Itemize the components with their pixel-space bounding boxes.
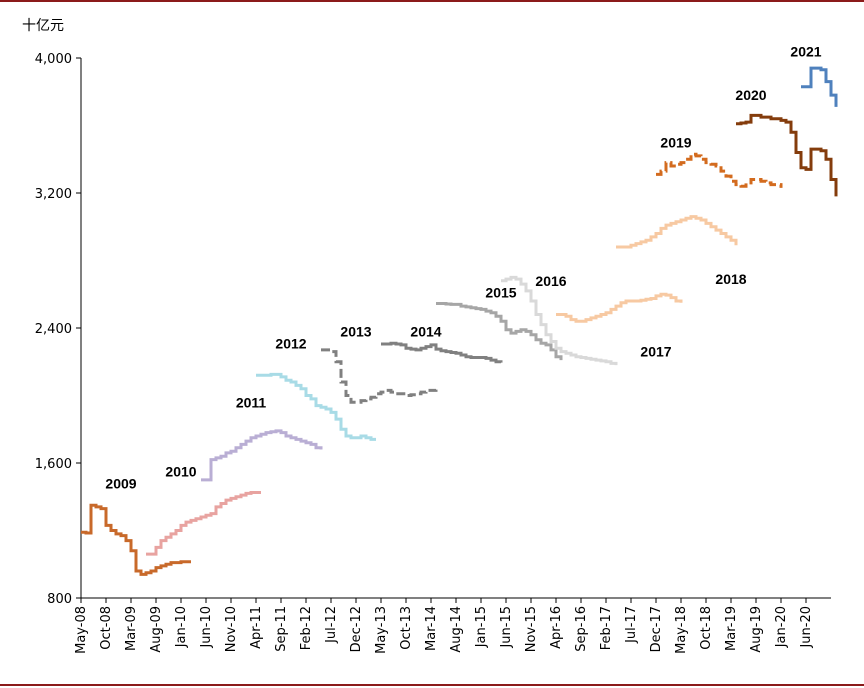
series-line-2017 xyxy=(556,292,683,323)
x-tick-label: Jul-17 xyxy=(624,606,639,644)
series-label-2018: 2018 xyxy=(715,271,746,287)
series-label-2009: 2009 xyxy=(105,475,136,491)
x-tick-label: Jan-10 xyxy=(174,606,189,648)
series-label-2013: 2013 xyxy=(340,323,371,339)
x-tick-label: Jan-20 xyxy=(774,606,789,648)
x-tick-label: Feb-12 xyxy=(299,606,314,650)
y-tick-label: 2,400 xyxy=(35,322,72,337)
series-line-2021 xyxy=(801,66,838,107)
x-tick-label: Dec-12 xyxy=(349,606,364,652)
series-line-2020 xyxy=(736,113,838,197)
x-tick-label: Jul-12 xyxy=(324,606,339,644)
series-line-2012 xyxy=(256,372,376,441)
x-tick-label: May-13 xyxy=(374,606,389,654)
x-tick-label: Apr-16 xyxy=(549,606,564,649)
series-labels: 2009 2010 2011 2012 2013 2014 2015 2016 2017 2018… xyxy=(105,43,821,491)
y-unit-label: 十亿元 xyxy=(22,18,64,34)
series-line-2015 xyxy=(436,302,563,361)
x-tick-label: Jan-15 xyxy=(474,606,489,648)
series-lines xyxy=(81,66,838,576)
x-tick-label: Aug-09 xyxy=(149,606,164,653)
series-label-2019: 2019 xyxy=(660,134,691,150)
series-line-2009 xyxy=(81,503,191,576)
series-label-2012: 2012 xyxy=(275,335,306,351)
series-label-2016: 2016 xyxy=(535,273,566,289)
series-label-2015: 2015 xyxy=(485,285,516,301)
x-tick-label: Aug-14 xyxy=(449,606,464,653)
series-line-2014 xyxy=(381,341,503,364)
x-tick-label: Nov-10 xyxy=(224,606,239,652)
series-line-2010 xyxy=(146,491,261,556)
x-tick-label: Mar-09 xyxy=(124,606,139,651)
y-tick-label: 4,000 xyxy=(35,52,72,67)
series-label-2021: 2021 xyxy=(790,43,821,59)
x-tick-label: Jun-15 xyxy=(499,606,514,649)
x-tick-label: Jun-10 xyxy=(199,606,214,649)
x-tick-label: Jun-20 xyxy=(799,606,814,649)
x-tick-label: May-08 xyxy=(74,606,89,654)
series-line-2016 xyxy=(501,275,618,366)
x-tick-label: Dec-17 xyxy=(649,606,664,652)
x-tick-label: Sep-16 xyxy=(574,606,589,652)
x-tick-label: Mar-19 xyxy=(724,606,739,651)
series-line-2019 xyxy=(656,152,783,188)
x-ticks: May-08 Oct-08 Mar-09 Aug-09 Jan-10 Jun-10 Nov-… xyxy=(74,598,814,654)
series-line-2018 xyxy=(616,215,738,249)
y-tick-label: 3,200 xyxy=(35,187,72,202)
series-label-2014: 2014 xyxy=(410,323,441,339)
x-tick-label: Sep-11 xyxy=(274,606,289,652)
y-ticks: 4,000 3,200 2,400 1,600 800 xyxy=(35,52,81,607)
x-tick-label: May-18 xyxy=(674,606,689,654)
series-label-2017: 2017 xyxy=(640,344,671,360)
x-tick-label: Oct-18 xyxy=(699,606,714,650)
y-tick-label: 800 xyxy=(47,592,72,607)
x-tick-label: Feb-17 xyxy=(599,606,614,650)
x-tick-label: Nov-15 xyxy=(524,606,539,652)
top-border xyxy=(0,0,864,2)
series-line-2011 xyxy=(201,429,323,482)
bottom-border xyxy=(0,684,864,686)
series-label-2020: 2020 xyxy=(735,87,766,103)
x-tick-label: Mar-14 xyxy=(424,606,439,651)
series-label-2011: 2011 xyxy=(236,394,267,410)
series-label-2010: 2010 xyxy=(165,464,196,480)
x-tick-label: Oct-13 xyxy=(399,606,414,650)
series-line-2013 xyxy=(321,348,438,404)
x-tick-label: Aug-19 xyxy=(749,606,764,653)
y-tick-label: 1,600 xyxy=(35,457,72,472)
x-tick-label: Oct-08 xyxy=(99,606,114,650)
x-tick-label: Apr-11 xyxy=(249,606,264,649)
